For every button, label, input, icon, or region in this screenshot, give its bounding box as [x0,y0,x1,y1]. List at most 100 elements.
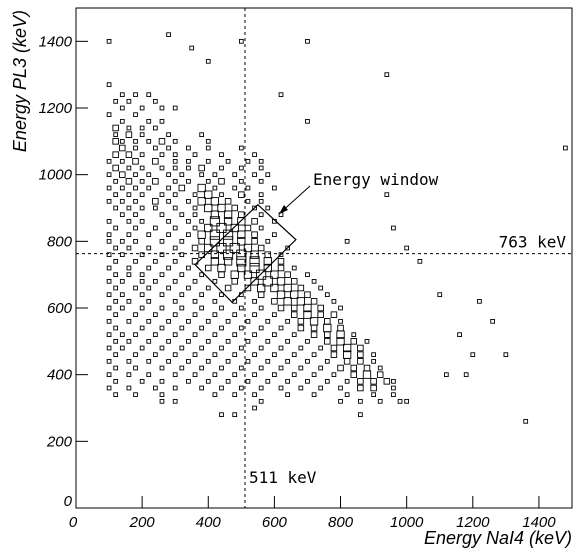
bin-box [258,165,264,171]
bin-box [331,372,337,378]
bin-box [311,352,317,358]
bin-box [238,292,244,298]
bin-box [186,338,191,344]
bin-box [278,365,284,371]
bin-box [166,172,171,178]
bin-box [125,151,133,158]
bin-box [106,198,112,204]
bin-box [139,272,145,278]
bin-box [146,138,152,144]
bin-box [265,238,271,244]
bin-box [119,144,126,152]
bin-box [249,256,260,267]
bin-box [199,385,205,391]
bin-box [212,312,218,318]
bin-box [192,352,198,358]
bin-box [237,230,246,239]
bin-box [277,258,285,265]
bin-box [219,412,224,418]
bin-box [106,158,112,164]
bin-box [250,277,259,286]
bin-box [212,298,218,304]
bin-box [265,205,271,211]
bin-box [106,185,112,191]
bin-box [236,249,247,260]
bin-box [205,158,211,164]
bin-box [139,205,145,211]
bin-box [344,378,350,384]
bin-box [166,32,171,38]
bin-box [146,358,152,364]
bin-box [139,192,145,198]
bin-box [305,338,310,344]
bin-box [470,352,476,358]
bin-box [172,312,178,318]
bin-box [272,312,277,318]
bin-box [139,252,145,258]
bin-box [291,352,297,358]
bin-box [258,225,264,231]
bin-box [258,158,264,164]
bin-box [172,225,178,231]
bin-box [172,332,178,338]
bin-box [133,238,138,244]
bin-box [113,98,119,104]
bin-box [232,392,238,398]
bin-box [223,229,234,240]
bin-box [212,278,218,284]
bin-box [159,105,165,111]
bin-box [133,392,138,398]
bin-box [362,370,372,379]
bin-box [126,98,132,104]
bin-box [133,365,138,371]
bin-box [324,338,331,345]
bin-box [158,138,166,145]
bin-box [106,332,112,338]
bin-box [330,351,338,358]
bin-box [298,365,304,371]
bin-box [336,337,345,346]
bin-box [172,192,178,198]
bin-box [192,152,198,158]
bin-box [192,372,198,378]
bin-box [166,198,171,204]
bin-box [166,145,171,151]
x-tick-label: 600 [262,514,288,531]
bin-box [106,372,112,378]
bin-box [252,172,257,178]
plot-frame [75,7,573,509]
bin-box [284,271,291,278]
bin-box [258,192,264,198]
bin-box [139,305,145,311]
bin-box [172,138,178,144]
bin-box [305,358,310,364]
bin-box [139,345,145,351]
bin-box [245,198,251,204]
bin-box [205,178,211,184]
x-tick-label: 1000 [390,514,424,531]
bin-box [217,203,226,213]
bin-box [126,205,132,211]
bin-box [198,238,205,245]
bin-box [219,345,224,351]
bin-box [159,165,165,171]
y-tick-label: 800 [47,233,73,250]
bin-box [113,272,119,278]
bin-box [166,338,171,344]
bin-box [290,278,298,285]
bin-box [324,318,331,325]
bin-box [119,252,125,258]
bin-box [219,305,224,311]
bin-box [245,185,251,191]
bin-box [231,204,238,212]
bin-box [364,338,370,344]
bin-box [223,217,233,226]
bin-box [257,244,265,252]
bin-box [258,178,264,184]
bin-box [106,345,112,351]
bin-box [159,238,165,244]
bin-box [159,212,165,218]
bin-box [258,325,264,331]
bin-box [276,290,286,299]
bin-box [342,343,352,353]
